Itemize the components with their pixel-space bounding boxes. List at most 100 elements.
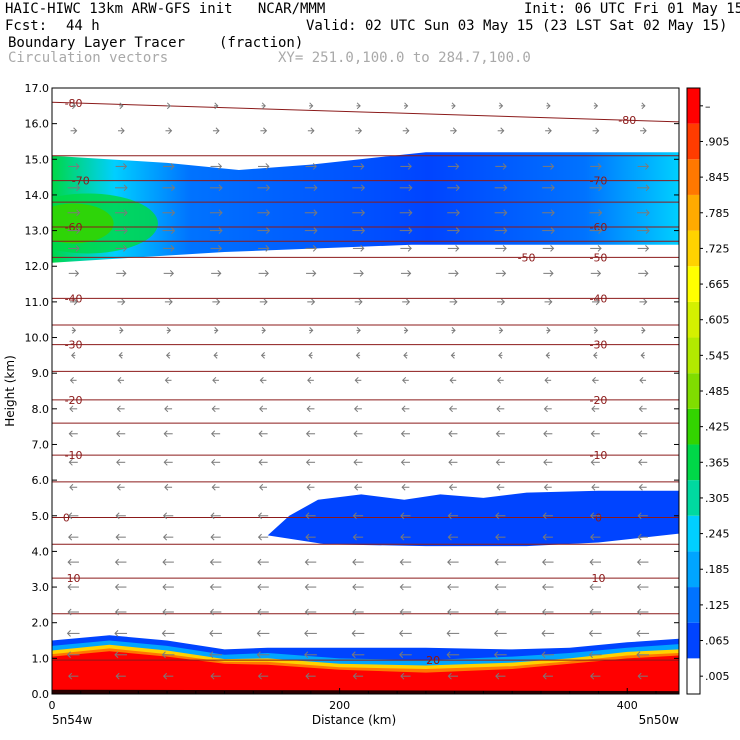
circulation-vector-head xyxy=(400,512,405,520)
colorbar-label: .305 xyxy=(705,492,730,505)
circulation-vector-head xyxy=(164,405,169,413)
circulation-vector-head xyxy=(163,458,168,466)
circulation-vector-head xyxy=(645,184,650,192)
circulation-vector-head xyxy=(261,327,266,334)
circulation-vector-head xyxy=(590,533,595,541)
circulation-vector-head xyxy=(257,512,262,520)
circulation-vector-head xyxy=(400,533,405,541)
circulation-vector-head xyxy=(161,630,166,637)
circulation-vector-head xyxy=(353,458,358,466)
circulation-vector-head xyxy=(352,512,357,520)
circulation-vector-head xyxy=(68,430,73,438)
circulation-vector-head xyxy=(123,227,128,234)
circulation-vector-head xyxy=(217,245,223,252)
circulation-vector-head xyxy=(636,630,641,637)
contour-label: 0 xyxy=(595,512,602,525)
circulation-vector-head xyxy=(258,430,263,438)
circulation-vector-head xyxy=(638,430,643,438)
circulation-vector-head xyxy=(163,430,168,438)
circulation-vector-head xyxy=(598,184,603,192)
field-units: (fraction) xyxy=(219,35,304,51)
circulation-vector-head xyxy=(305,533,310,541)
colorbar-label: .665 xyxy=(705,278,730,291)
circulation-vector-head xyxy=(407,163,412,170)
circulation-vector-head xyxy=(590,430,595,438)
circulation-vector-head xyxy=(598,209,603,217)
circulation-vector-head xyxy=(543,430,548,438)
circulation-vector-head xyxy=(593,351,598,359)
y-tick-label: 1.0 xyxy=(32,652,50,665)
boundary-layer-band xyxy=(52,651,679,694)
circulation-vector-head xyxy=(550,163,555,170)
circulation-vector-head xyxy=(399,630,404,637)
circulation-vector-head xyxy=(218,227,223,234)
circulation-vector-head xyxy=(402,376,407,384)
colorbar-label: .485 xyxy=(705,385,730,398)
y-tick-label: 9.0 xyxy=(32,367,50,380)
cross-section-coords: XY= 251.0,100.0 to 284.7,100.0 xyxy=(278,50,531,66)
circulation-vector-head xyxy=(123,209,128,217)
circulation-vector-head xyxy=(400,672,405,680)
circulation-vector-head xyxy=(547,127,552,135)
circulation-vector-head xyxy=(67,558,72,566)
contour-label: 20 xyxy=(426,654,440,667)
temperature-contour xyxy=(52,101,679,123)
circulation-vector-head xyxy=(73,127,78,135)
contour-label: -40 xyxy=(65,292,83,305)
colorbar-swatch xyxy=(687,658,700,694)
circulation-vector-head xyxy=(589,558,594,566)
contour-label: -70 xyxy=(589,175,607,188)
circulation-vector-head xyxy=(357,127,363,135)
circulation-vector-head xyxy=(304,651,309,659)
circulation-vector-head xyxy=(355,351,360,359)
circulation-vector-head xyxy=(351,651,356,659)
circulation-vector-head xyxy=(312,163,317,170)
circulation-vector-head xyxy=(307,376,312,384)
circulation-vector-head xyxy=(589,583,594,591)
circulation-vector-head xyxy=(162,512,168,520)
circulation-vector-head xyxy=(360,184,366,192)
circulation-vector-head xyxy=(68,533,73,541)
circulation-vector-head xyxy=(264,270,269,277)
circulation-vector-head xyxy=(542,608,547,616)
field-name: Boundary Layer Tracer xyxy=(8,35,186,51)
y-tick-label: 13.0 xyxy=(25,225,50,238)
circulation-vector-head xyxy=(214,102,219,110)
circulation-vector-head xyxy=(359,270,364,277)
circulation-vector-head xyxy=(550,209,555,217)
circulation-vector-head xyxy=(259,483,264,491)
circulation-vector-head xyxy=(162,533,168,541)
circulation-vector-head xyxy=(68,512,73,520)
circulation-vector-head xyxy=(304,558,309,566)
circulation-vector-head xyxy=(406,298,411,306)
circulation-vector-head xyxy=(305,458,311,466)
circulation-vector-head xyxy=(591,483,596,491)
y-tick-label: 5.0 xyxy=(32,510,50,523)
circulation-vector-head xyxy=(168,298,173,306)
circulation-vector-head xyxy=(72,327,77,334)
circulation-vector-head xyxy=(399,558,404,566)
circulation-vector-head xyxy=(643,298,648,306)
circulation-vector-head xyxy=(161,651,166,659)
colorbar-label: .065 xyxy=(705,635,730,648)
circulation-vector-head xyxy=(171,184,176,192)
contour-label: -70 xyxy=(72,175,90,188)
x-tick-label: 200 xyxy=(329,699,350,712)
colorbar-swatch xyxy=(687,337,700,374)
contour-label: -20 xyxy=(65,394,83,407)
circulation-vector-head xyxy=(453,298,458,306)
temperature-contours: -80-80-70 -70-60 -60-50 -50-40 -40-30 -30-20-… xyxy=(52,97,679,667)
circulation-vector-head xyxy=(313,227,318,234)
circulation-vector-head xyxy=(353,430,358,438)
circulation-vector-head xyxy=(407,245,412,252)
circulation-vector-head xyxy=(637,512,642,520)
circulation-vector-head xyxy=(162,608,167,616)
colorbar-label: .245 xyxy=(705,528,730,541)
circulation-vector-head xyxy=(116,458,121,466)
circulation-vector-head xyxy=(446,651,451,659)
circulation-vector-head xyxy=(399,583,404,591)
circulation-vector-head xyxy=(69,483,74,491)
circulation-vector-head xyxy=(639,376,644,384)
circulation-vector-head xyxy=(265,245,270,252)
circulation-vector-head xyxy=(213,351,218,359)
